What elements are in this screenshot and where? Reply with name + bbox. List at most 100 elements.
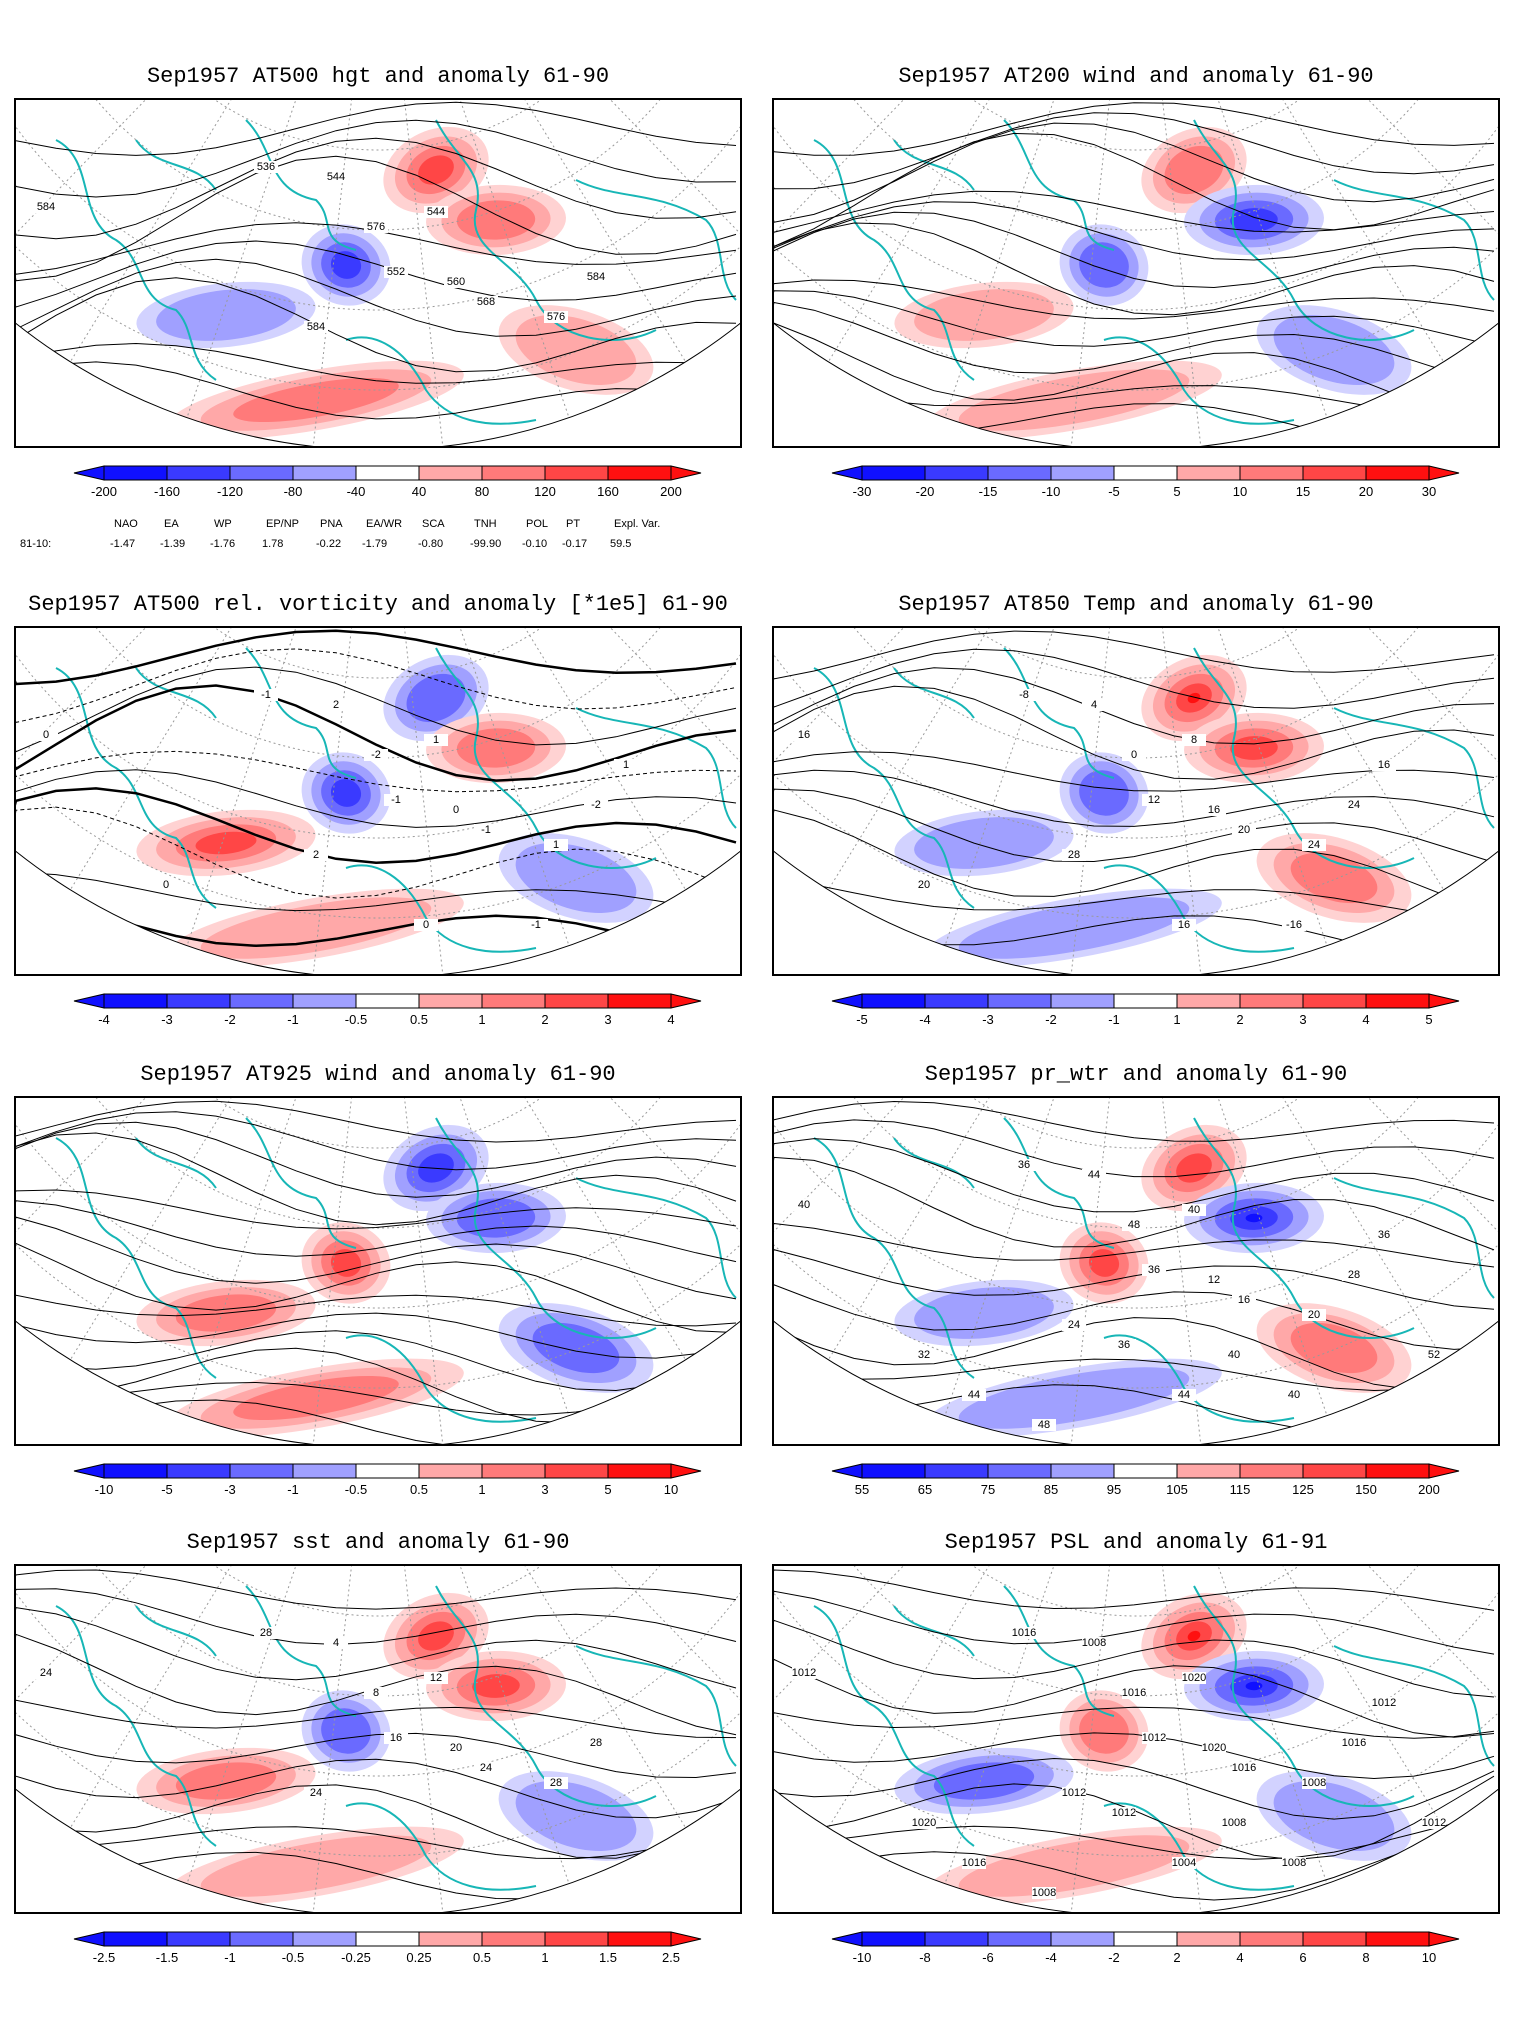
longitude-gridline — [774, 1098, 1137, 1243]
coastline — [245, 1117, 357, 1249]
contour-label-background — [1342, 1269, 1366, 1281]
contour-label-background — [1202, 1274, 1226, 1286]
longitude-gridline — [774, 1098, 1137, 1106]
contour-label: 1008 — [1282, 1857, 1306, 1869]
contour-label-background — [254, 161, 278, 173]
index-value-cell: 59.5 — [610, 538, 632, 550]
contour-label: 584 — [307, 321, 325, 333]
map-canvas: 584 536 544 576 544 552 560 568 576 584 584 — [16, 100, 740, 446]
contour-label-background — [304, 849, 328, 861]
latitude-gridline — [87, 100, 669, 151]
contour-label: 32 — [918, 1349, 930, 1361]
contour-label-background — [1372, 1229, 1396, 1241]
contour-label-background — [1112, 1339, 1136, 1351]
streamline — [774, 102, 1495, 156]
colorbar-segment — [292, 1931, 357, 1947]
contour-label-background — [1222, 1349, 1246, 1361]
colorbar-segment — [1176, 993, 1241, 1009]
contour-label: 2 — [313, 849, 319, 861]
colorbar-tick-label: 1 — [478, 1482, 485, 1497]
index-value-cell: -0.80 — [418, 538, 444, 550]
colorbar-tick-label: -0.5 — [282, 1950, 304, 1965]
anomaly-negative-shading — [1079, 242, 1129, 288]
longitude-gridline — [1135, 1566, 1364, 1912]
map-panel: Sep1957 pr_wtr and anomaly 61-90 40 36 44 48… — [772, 1058, 1500, 1558]
contour-label-background — [1172, 1389, 1196, 1401]
colorbar-tick-label: 80 — [475, 484, 489, 499]
contour-label: 4 — [1091, 699, 1097, 711]
contour-label-background — [1172, 1857, 1196, 1869]
colorbar-tick-label: 1 — [1173, 1012, 1180, 1027]
latitude-gridline — [16, 1098, 740, 1229]
colorbar-tick-label: 40 — [412, 484, 426, 499]
colorbar-tick-label: -30 — [853, 484, 872, 499]
latitude-gridline — [774, 1566, 1498, 1777]
colorbar: -5 -4 -3 -2 -1 1 2 3 4 5 — [831, 993, 1460, 1027]
contour-label: 44 — [1178, 1389, 1190, 1401]
contour-label-background — [1372, 759, 1396, 771]
contour-label: 36 — [1118, 1339, 1130, 1351]
longitude-gridline — [774, 100, 1137, 446]
contour-label: 36 — [1148, 1264, 1160, 1276]
contour-line — [774, 667, 1495, 745]
streamline — [774, 322, 1495, 423]
index-header-cell: SCA — [422, 518, 445, 530]
colorbar-tick-label: -2 — [224, 1012, 236, 1027]
contour-label: 552 — [387, 266, 405, 278]
contour-label: 1016 — [1122, 1687, 1146, 1699]
contour-line — [16, 1588, 737, 1646]
contour-label-background — [444, 1742, 468, 1754]
colorbar-segment — [1050, 993, 1115, 1009]
longitude-gridline — [377, 100, 740, 446]
contour-label-background — [474, 296, 498, 308]
colorbar-segment — [1365, 1463, 1430, 1479]
latitude-gridline — [16, 1566, 740, 1777]
longitude-gridline — [1135, 1098, 1498, 1106]
contour-label: 0 — [163, 879, 169, 891]
streamline — [16, 1294, 737, 1327]
anomaly-negative-shading — [1245, 1681, 1263, 1691]
contour-label-background — [424, 1672, 448, 1684]
contour-label: 16 — [1208, 804, 1220, 816]
colorbar-tick-label: -10 — [853, 1950, 872, 1965]
colorbar-tick-label: -10 — [95, 1482, 114, 1497]
longitude-gridline — [774, 628, 1137, 636]
longitude-gridline — [1135, 1566, 1498, 1829]
colorbar-segment — [1050, 1463, 1115, 1479]
panel-title: Sep1957 pr_wtr and anomaly 61-90 — [924, 1062, 1348, 1087]
colorbar-container: -5 -4 -3 -2 -1 1 2 3 4 5 — [772, 986, 1500, 1046]
colorbar-segment — [1176, 465, 1241, 481]
colorbar: -2.5 -1.5 -1 -0.5 -0.25 0.25 0.5 1 1.5 2.5 — [73, 1931, 702, 1965]
longitude-gridline — [150, 1098, 379, 1444]
contour-label-background — [1302, 1309, 1326, 1321]
colorbar-tick-label: -2 — [1045, 1012, 1057, 1027]
latitude-gridline — [845, 100, 1427, 151]
colorbar-tick-label: 200 — [660, 484, 682, 499]
contour-line — [16, 871, 737, 915]
contour-line — [774, 1317, 1495, 1391]
longitude-gridline — [774, 100, 1137, 363]
streamline — [16, 1330, 737, 1392]
contour-line — [16, 258, 737, 337]
contour-line — [774, 788, 1495, 863]
colorbar-segment — [166, 465, 231, 481]
contour-label-background — [364, 749, 388, 761]
colorbar-segment — [861, 1931, 926, 1947]
contour-label-background — [1142, 794, 1166, 806]
latitude-gridline — [845, 628, 1427, 679]
index-value-cell: -0.10 — [522, 538, 548, 550]
latitude-gridline — [774, 100, 1498, 311]
colorbar-tick-label: 4 — [1236, 1950, 1243, 1965]
colorbar-segment — [544, 993, 609, 1009]
longitude-gridline — [1135, 628, 1498, 636]
colorbar-tick-label: 0.5 — [473, 1950, 491, 1965]
map-canvas — [16, 1098, 740, 1444]
contour-line — [16, 1826, 737, 1860]
colorbar-tick-label: 200 — [1418, 1482, 1440, 1497]
contour-label: 24 — [1308, 839, 1320, 851]
longitude-gridline — [16, 1566, 379, 1711]
colorbar-segment — [1176, 1463, 1241, 1479]
contour-label: 16 — [1378, 759, 1390, 771]
contour-line — [16, 342, 737, 384]
map-frame: 584 536 544 576 544 552 560 568 576 584 584 — [14, 98, 742, 448]
